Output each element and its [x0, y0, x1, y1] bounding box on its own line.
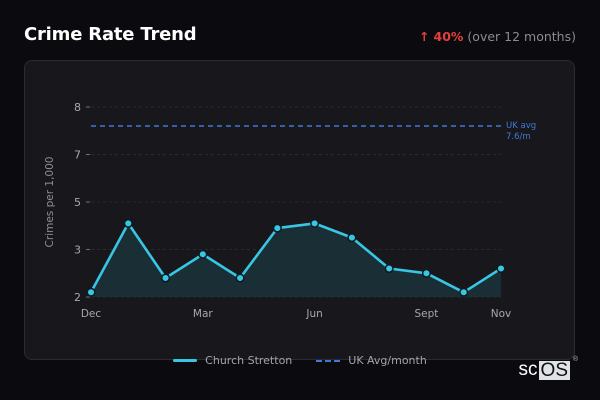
logo-text: sc — [518, 359, 538, 380]
data-point[interactable] — [123, 218, 133, 228]
change-value: 40% — [433, 29, 464, 44]
data-point[interactable] — [198, 249, 208, 259]
x-tick-label: Nov — [491, 308, 512, 320]
brand-logo: sc OS ® — [518, 356, 578, 381]
series-area-fill — [91, 223, 501, 297]
data-point[interactable] — [160, 273, 171, 283]
x-tick-label: Dec — [81, 308, 102, 320]
chart-title: Crime Rate Trend — [24, 24, 197, 45]
change-summary: ↑ 40% (over 12 months) — [419, 29, 576, 44]
legend-label: UK Avg/month — [348, 354, 427, 367]
data-point[interactable] — [496, 263, 506, 274]
chart-legend: Church Stretton UK Avg/month — [0, 354, 600, 367]
change-period: (over 12 months) — [467, 29, 576, 44]
data-points — [86, 218, 506, 297]
data-point[interactable] — [86, 287, 96, 297]
legend-label: Church Stretton — [205, 354, 293, 367]
x-axis: Dec Mar Jun Sept Nov — [81, 308, 511, 320]
logo-highlight: OS — [538, 359, 570, 381]
chart-card — [24, 60, 575, 360]
legend-item-uk-avg[interactable]: UK Avg/month — [316, 354, 427, 367]
registered-mark-icon: ® — [572, 356, 578, 363]
dashed-line-swatch-icon — [316, 359, 341, 362]
data-point[interactable] — [347, 233, 357, 243]
solid-line-swatch-icon — [173, 359, 198, 362]
data-point[interactable] — [384, 263, 394, 274]
data-point[interactable] — [272, 223, 282, 233]
x-tick-label: Jun — [305, 308, 322, 320]
y-tick-label: 2 — [74, 291, 81, 304]
y-tick-label: 7 — [74, 149, 81, 162]
trend-up-icon: ↑ — [419, 29, 430, 44]
y-tick-label: 3 — [74, 244, 81, 257]
y-axis-label: Crimes per 1,000 — [44, 157, 56, 248]
data-point[interactable] — [421, 268, 432, 278]
y-tick-label: 5 — [74, 196, 81, 209]
data-point[interactable] — [235, 273, 245, 283]
series-line-church-stretton — [89, 222, 502, 294]
y-axis: 2 3 5 7 8 — [74, 101, 90, 304]
y-tick-label: 8 — [74, 101, 81, 114]
x-tick-label: Mar — [193, 308, 213, 320]
data-point[interactable] — [310, 218, 320, 228]
x-tick-label: Sept — [414, 308, 438, 320]
uk-average-annotation-value: 7.6/m — [506, 132, 531, 142]
data-point[interactable] — [459, 287, 469, 297]
uk-average-annotation: UK avg — [506, 121, 536, 131]
legend-item-church-stretton[interactable]: Church Stretton — [173, 354, 292, 367]
